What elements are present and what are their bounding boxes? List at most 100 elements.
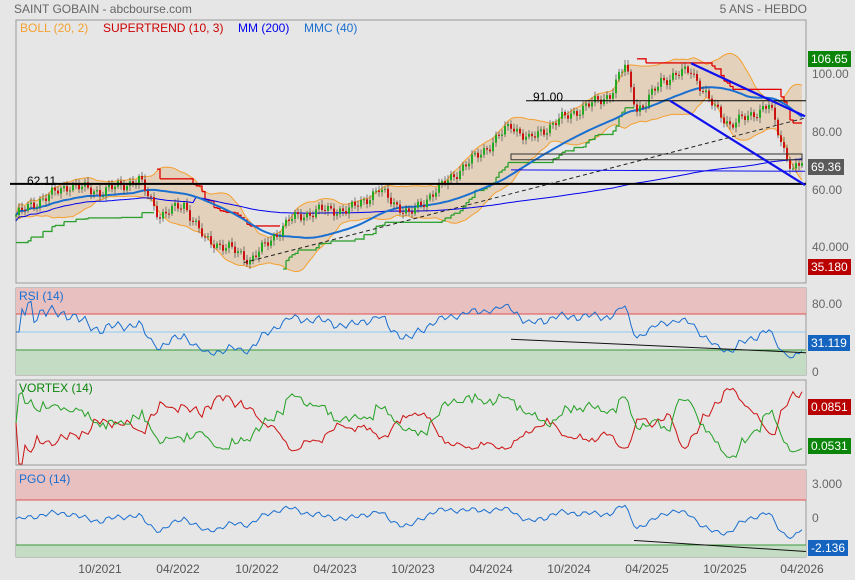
candle-body: [675, 72, 677, 75]
candle-body: [240, 251, 242, 253]
candle-body: [264, 242, 266, 244]
supertrend-segment: [622, 107, 626, 113]
candle-body: [747, 115, 749, 121]
candle-body: [639, 105, 641, 112]
candle-body: [372, 191, 374, 201]
candle-body: [612, 93, 614, 99]
candle-body: [732, 124, 734, 128]
candle-body: [213, 244, 215, 248]
candle-body: [405, 208, 407, 214]
candle-body: [693, 73, 695, 75]
candle-body: [573, 111, 575, 114]
period-label[interactable]: 5 ANS - HEBDO: [719, 2, 807, 16]
candle-body: [417, 201, 419, 208]
candle-body: [723, 117, 725, 124]
candle-body: [672, 72, 674, 80]
candle-body: [162, 211, 164, 219]
candle-body: [168, 213, 170, 215]
candle-body: [783, 141, 785, 148]
candle-body: [252, 255, 254, 260]
pgo-title: PGO (14): [19, 472, 71, 486]
supertrend-segment: [313, 247, 317, 251]
vortex-plus-badge: 0.0531: [808, 438, 851, 454]
candle-body: [780, 135, 782, 142]
pgo-lower-band: [16, 545, 806, 557]
supertrend-segment: [592, 135, 596, 140]
supertrend-segment: [376, 225, 380, 227]
candle-body: [435, 192, 437, 197]
supertrend-segment: [286, 257, 290, 262]
supertrend-segment: [235, 212, 239, 216]
date-tick: 04/2025: [625, 562, 669, 576]
supertrend-segment: [709, 62, 713, 66]
candle-body: [798, 163, 800, 166]
pgo-divergence-line: [633, 539, 807, 552]
candle-body: [744, 116, 746, 121]
candle-body: [291, 218, 293, 221]
candle-body: [795, 163, 797, 169]
bollinger-upper: [15, 52, 803, 238]
candle-body: [717, 104, 719, 107]
supertrend-segment: [610, 130, 614, 136]
candle-body: [282, 225, 284, 237]
date-tick: 04/2024: [469, 562, 513, 576]
candle-body: [69, 190, 71, 192]
supertrend-segment: [295, 249, 299, 254]
candle-body: [447, 180, 449, 185]
candle-body: [39, 199, 41, 207]
candle-body: [546, 133, 548, 135]
candle-body: [789, 159, 791, 169]
supertrend-segment: [361, 234, 365, 240]
candle-body: [441, 180, 443, 183]
candle-body: [186, 202, 188, 211]
candle-body: [180, 208, 182, 210]
supertrend-segment: [505, 162, 509, 168]
price-tick: 80.00: [812, 125, 843, 139]
candle-body: [621, 71, 623, 73]
supertrend-segment: [583, 142, 587, 148]
supertrend-segment: [61, 221, 65, 227]
candle-body: [363, 199, 365, 201]
candle-body: [312, 215, 314, 218]
candle-body: [453, 174, 455, 178]
candle-body: [594, 96, 596, 103]
legend-supertrend: SUPERTREND (10, 3): [103, 21, 224, 35]
candle-body: [219, 243, 221, 245]
rsi-tick: 0: [812, 365, 819, 379]
candle-body: [765, 106, 767, 109]
pgo-badge: -2.136: [808, 540, 849, 556]
candle-body: [63, 186, 65, 189]
candle-body: [15, 215, 17, 217]
candle-body: [387, 188, 389, 198]
candle-body: [711, 98, 713, 106]
candle-body: [555, 123, 557, 126]
candle-body: [258, 251, 260, 258]
candle-body: [606, 95, 608, 100]
candle-body: [438, 182, 440, 193]
candle-body: [570, 113, 572, 119]
candle-body: [210, 236, 212, 245]
candle-body: [357, 205, 359, 207]
supertrend-segment: [190, 178, 194, 185]
supertrend-segment: [199, 185, 203, 192]
candle-body: [108, 184, 110, 188]
supertrend-segment: [616, 116, 620, 127]
candle-body: [150, 196, 152, 198]
candle-body: [603, 99, 605, 105]
candle-body: [303, 217, 305, 221]
candle-body: [207, 236, 209, 238]
candle-body: [498, 134, 500, 136]
supertrend-segment: [283, 260, 287, 270]
candle-body: [243, 251, 245, 260]
candle-body: [102, 195, 104, 197]
candle-body: [474, 152, 476, 155]
supertrend-segment: [778, 88, 782, 97]
candle-body: [384, 188, 386, 190]
candle-body: [660, 77, 662, 87]
candle-body: [630, 71, 632, 88]
candle-body: [792, 168, 794, 170]
candle-body: [408, 208, 410, 212]
candle-body: [111, 184, 113, 190]
candle-body: [270, 240, 272, 246]
candle-body: [378, 190, 380, 193]
